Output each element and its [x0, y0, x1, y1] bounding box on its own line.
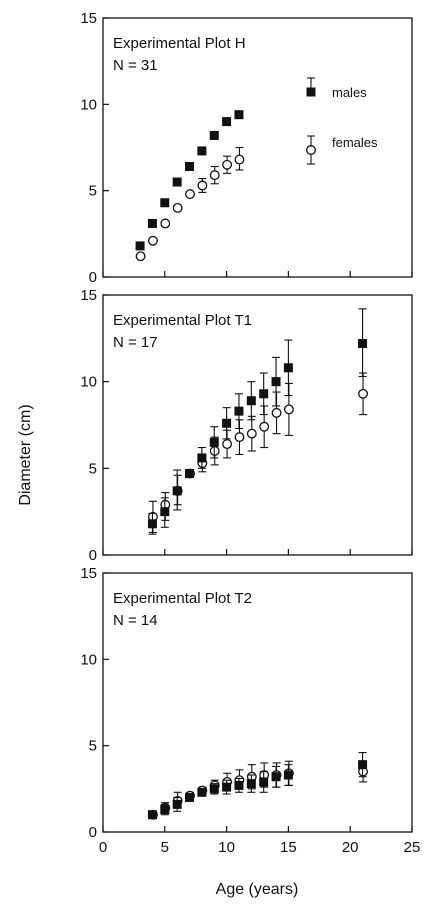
y-axis-title: Diameter (cm) [17, 404, 34, 505]
point-female [222, 439, 233, 450]
point-female [283, 404, 294, 415]
point-female [259, 421, 270, 432]
panel-0: 0 5 10 15 Experimental Plot H N = 31 males fema… [80, 10, 413, 286]
point-male [259, 777, 269, 787]
point-female [246, 428, 257, 439]
x-tick-label: 20 [342, 839, 359, 856]
x-tick-label: 10 [218, 839, 235, 856]
point-male [283, 363, 293, 373]
point-female [234, 154, 245, 165]
point-male [185, 792, 195, 802]
series-females [147, 372, 369, 534]
legend-male-label: males [332, 85, 367, 100]
y-tick-label: 10 [80, 374, 97, 391]
point-male [246, 779, 256, 789]
x-tick-label: 0 [99, 839, 107, 856]
y-tick-label: 0 [89, 824, 97, 841]
point-male [222, 117, 232, 127]
point-male [160, 198, 170, 208]
y-tick-label: 15 [80, 287, 97, 304]
point-female [234, 432, 245, 443]
panels: 0 5 10 15 Experimental Plot H N = 31 males fema… [80, 10, 420, 856]
point-male [234, 780, 244, 790]
point-male [147, 810, 157, 820]
point-male [271, 772, 281, 782]
point-male [147, 519, 157, 529]
legend: males females [306, 77, 378, 165]
point-female [197, 180, 208, 191]
x-tick-label: 25 [404, 839, 421, 856]
point-male [135, 241, 145, 251]
panel-title: Experimental Plot T2 [113, 590, 252, 607]
point-male [185, 469, 195, 479]
point-female [147, 235, 158, 246]
series-males [147, 752, 368, 820]
point-male [197, 787, 207, 797]
panel-n-label: N = 31 [113, 57, 158, 74]
point-male [172, 177, 182, 187]
series-females [135, 146, 245, 262]
panel-n-label: N = 17 [113, 334, 158, 351]
point-female [172, 202, 183, 213]
point-female [222, 159, 233, 170]
point-male [172, 486, 182, 496]
point-male [197, 453, 207, 463]
panel-frame [102, 572, 413, 833]
point-male [160, 507, 170, 517]
panel-frame [102, 294, 413, 556]
point-female [358, 388, 369, 399]
legend-male-marker [306, 87, 316, 97]
panel-2: 0 5 10 15 0 5 10 15 20 25 Experimental Plot T2 N = … [80, 565, 420, 856]
panel-title: Experimental Plot H [113, 35, 246, 52]
legend-female-marker [306, 145, 316, 155]
y-tick-label: 5 [89, 183, 97, 200]
point-female [185, 189, 195, 200]
panel-1: 0 5 10 15 Experimental Plot T1 N = 17 [80, 287, 413, 564]
point-male [222, 782, 232, 792]
series-males [135, 110, 244, 251]
point-male [234, 406, 244, 416]
y-tick-label: 15 [80, 565, 97, 582]
point-male [147, 218, 157, 228]
x-tick-label: 5 [161, 839, 169, 856]
y-tick-label: 5 [89, 460, 97, 477]
y-tick-label: 10 [80, 651, 97, 668]
panel-n-label: N = 14 [113, 612, 158, 629]
y-tick-label: 0 [89, 547, 97, 564]
point-male [283, 770, 293, 780]
point-male [246, 396, 256, 406]
x-tick-label: 15 [280, 839, 297, 856]
point-female [135, 251, 146, 262]
y-tick-label: 15 [80, 10, 97, 27]
point-male [222, 418, 232, 428]
series-males [147, 308, 368, 535]
point-male [160, 805, 170, 815]
point-male [259, 389, 269, 399]
panel-title: Experimental Plot T1 [113, 312, 252, 329]
point-male [271, 377, 281, 387]
y-tick-label: 0 [89, 269, 97, 286]
point-male [172, 799, 182, 809]
point-male [209, 130, 219, 140]
point-male [197, 146, 207, 156]
x-axis-title: Age (years) [216, 881, 299, 898]
point-female [160, 218, 171, 229]
point-female [209, 170, 220, 181]
y-tick-label: 10 [80, 96, 97, 113]
point-male [185, 161, 195, 171]
point-male [358, 339, 368, 349]
series-females [147, 760, 369, 820]
point-female [271, 407, 282, 418]
legend-female-label: females [332, 135, 378, 150]
point-male [209, 437, 219, 447]
point-male [358, 760, 368, 770]
point-male [234, 110, 244, 120]
point-male [209, 784, 219, 794]
y-tick-label: 5 [89, 738, 97, 755]
panel-frame [102, 17, 413, 278]
